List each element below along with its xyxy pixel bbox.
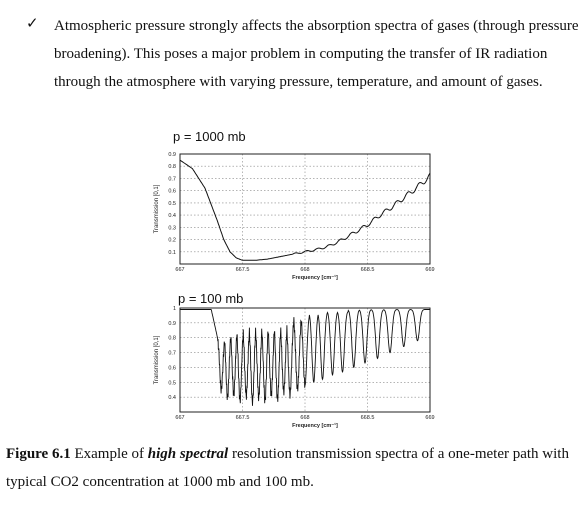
x-axis-label: Frequency [cm⁻¹] xyxy=(292,422,338,429)
checkmark-icon: ✓ xyxy=(26,14,39,32)
plot-frame xyxy=(179,153,431,265)
y-tick-label: 0.6 xyxy=(168,365,176,371)
chart-title-1000mb: p = 1000 mb xyxy=(173,129,246,144)
chart-100mb: 0.4 0.5 0.6 0.7 0.8 0.9 1 667 667.5 668 668.5 669 Fr… xyxy=(154,306,435,429)
x-tick-label: 669 xyxy=(425,267,434,273)
y-tick-label: 0.9 xyxy=(168,321,176,327)
y-axis-label: Transmission [0,1] xyxy=(154,335,160,384)
y-tick-label: 0.2 xyxy=(168,238,176,244)
y-tick-label: 1 xyxy=(173,306,176,312)
x-tick-label: 667.5 xyxy=(236,415,250,421)
plot-frame xyxy=(179,307,431,413)
x-tick-label: 667 xyxy=(175,415,184,421)
y-tick-label: 0.5 xyxy=(168,380,176,386)
y-tick-label: 0.7 xyxy=(168,351,176,357)
y-tick-label: 0.1 xyxy=(168,250,176,256)
y-tick-label: 0.8 xyxy=(168,164,176,170)
transmission-line-1000mb xyxy=(179,159,431,261)
bullet-text: Atmospheric pressure strongly affects th… xyxy=(54,18,579,90)
y-tick-label: 0.7 xyxy=(168,176,176,182)
y-tick-label: 0.4 xyxy=(168,395,176,401)
chart-1000mb: 0.1 0.2 0.3 0.4 0.5 0.6 0.7 0.8 0.9 667 667.5 668 66… xyxy=(154,152,435,281)
x-tick-label: 669 xyxy=(425,415,434,421)
x-tick-label: 668 xyxy=(300,415,309,421)
figure-caption: Figure 6.1 Example of high spectral reso… xyxy=(6,440,586,496)
x-tick-label: 668.5 xyxy=(361,415,375,421)
figure-label: Figure 6.1 xyxy=(6,446,71,462)
x-tick-label: 668 xyxy=(300,267,309,273)
y-axis-label: Transmission [0,1] xyxy=(154,184,160,233)
x-tick-label: 667 xyxy=(175,267,184,273)
x-axis-label: Frequency [cm⁻¹] xyxy=(292,274,338,281)
y-tick-label: 0.5 xyxy=(168,201,176,207)
x-tick-label: 667.5 xyxy=(236,267,250,273)
caption-text-1: Example of xyxy=(70,446,148,462)
y-tick-label: 0.8 xyxy=(168,336,176,342)
y-tick-label: 0.4 xyxy=(168,213,176,219)
y-tick-label: 0.6 xyxy=(168,189,176,195)
chart-title-100mb: p = 100 mb xyxy=(178,291,244,306)
y-tick-label: 0.9 xyxy=(168,152,176,158)
y-tick-label: 0.3 xyxy=(168,225,176,231)
caption-emphasis: high spectral xyxy=(147,446,229,462)
x-tick-label: 668.5 xyxy=(361,267,375,273)
transmission-line-100mb xyxy=(180,309,430,406)
caption-text-2: resolution transmission spectra of a one… xyxy=(6,446,569,490)
